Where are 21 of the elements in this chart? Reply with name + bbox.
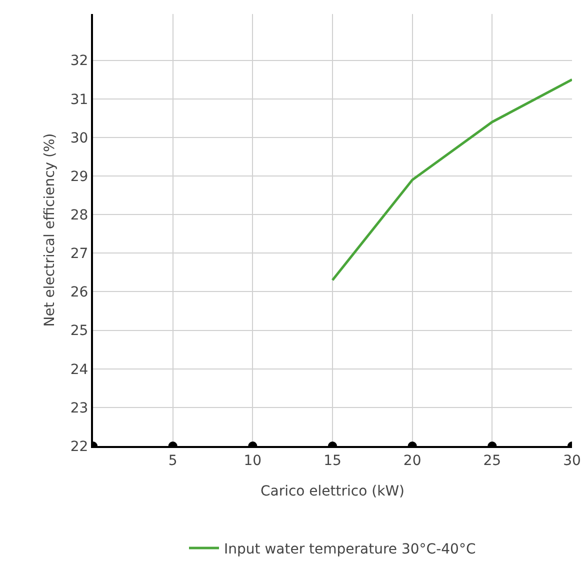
y-tick-label: 22 [70,438,88,455]
y-tick-label: 29 [70,168,88,185]
legend-label: Input water temperature 30°C-40°C [224,541,476,558]
y-tick-label: 27 [70,246,88,262]
y-tick-label: 32 [70,53,88,70]
x-tick-label: 20 [403,452,422,469]
x-tick-label: 30 [563,452,581,469]
x-tick-label: 15 [324,452,342,469]
y-tick-label: 24 [70,362,88,378]
x-tick-label: 25 [483,452,502,469]
y-tick-label: 26 [70,284,88,301]
y-axis-title: Net electrical efficiency (%) [42,133,58,327]
x-tick-label: 10 [244,452,262,469]
y-tick-label: 30 [70,130,88,146]
y-tick-label: 25 [70,323,88,340]
y-tick-label: 28 [70,207,88,224]
x-axis-title: Carico elettrico (kW) [260,484,405,500]
y-tick-label: 23 [70,400,88,416]
y-tick-label: 31 [70,92,88,108]
x-tick-label: 5 [168,452,178,469]
line-series [331,78,572,282]
